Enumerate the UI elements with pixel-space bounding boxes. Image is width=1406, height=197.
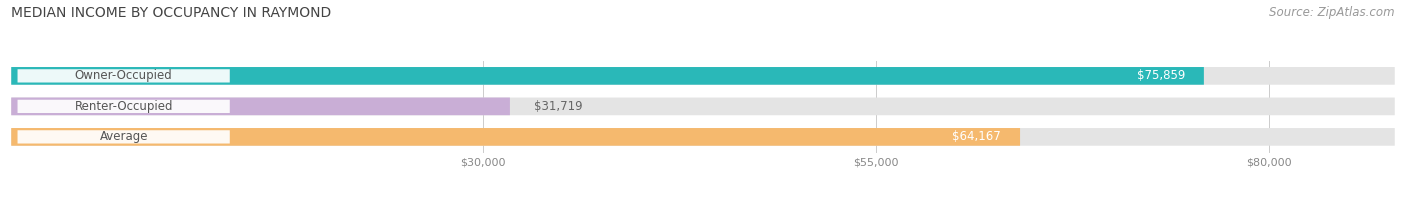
- FancyBboxPatch shape: [11, 128, 1021, 146]
- Text: MEDIAN INCOME BY OCCUPANCY IN RAYMOND: MEDIAN INCOME BY OCCUPANCY IN RAYMOND: [11, 6, 332, 20]
- FancyBboxPatch shape: [17, 130, 229, 144]
- Text: $31,719: $31,719: [533, 100, 582, 113]
- Text: Owner-Occupied: Owner-Occupied: [75, 69, 173, 82]
- FancyBboxPatch shape: [11, 98, 1395, 115]
- Text: Renter-Occupied: Renter-Occupied: [75, 100, 173, 113]
- FancyBboxPatch shape: [11, 128, 1395, 146]
- FancyBboxPatch shape: [17, 100, 229, 113]
- FancyBboxPatch shape: [11, 67, 1204, 85]
- Text: $75,859: $75,859: [1136, 69, 1185, 82]
- Text: $64,167: $64,167: [952, 130, 1001, 143]
- FancyBboxPatch shape: [11, 67, 1395, 85]
- FancyBboxPatch shape: [17, 69, 229, 83]
- Text: Average: Average: [100, 130, 148, 143]
- Text: Source: ZipAtlas.com: Source: ZipAtlas.com: [1270, 6, 1395, 19]
- FancyBboxPatch shape: [11, 98, 510, 115]
